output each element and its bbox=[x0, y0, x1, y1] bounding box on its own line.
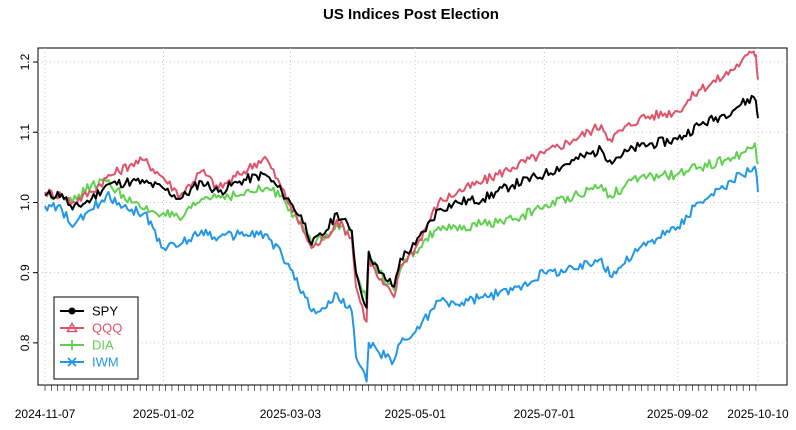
y-tick-label: 1.0 bbox=[18, 194, 32, 211]
legend: SPY QQQ DIA IWM bbox=[53, 296, 139, 380]
series-line-spy bbox=[44, 94, 759, 309]
x-tick-label: 2025-10-10 bbox=[727, 407, 789, 421]
chart-title: US Indices Post Election bbox=[323, 6, 499, 23]
series-line-iwm bbox=[44, 165, 759, 383]
y-tick-label: 0.9 bbox=[18, 264, 32, 281]
legend-label-iwm: IWM bbox=[92, 355, 119, 370]
plot-frame bbox=[37, 47, 788, 386]
legend-marker-spy bbox=[68, 307, 76, 315]
y-tick-label: 1.2 bbox=[18, 53, 32, 70]
legend-label-qqq: QQQ bbox=[92, 321, 122, 336]
legend-marker-dia bbox=[67, 340, 77, 350]
legend-marker-qqq bbox=[66, 321, 78, 333]
y-tick-label: 1.1 bbox=[18, 124, 32, 141]
legend-label-dia: DIA bbox=[92, 338, 114, 353]
series-line-qqq bbox=[44, 50, 759, 323]
series-lines bbox=[44, 50, 759, 383]
axes: 0.8 0.9 1.0 1.1 1.2 2024-11-07 2025-01-02 2025-… bbox=[15, 53, 789, 421]
x-tick-label: 2025-03-03 bbox=[260, 407, 322, 421]
series-line-dia bbox=[44, 142, 759, 302]
y-tick-label: 0.8 bbox=[18, 334, 32, 351]
x-tick-label: 2025-01-02 bbox=[133, 407, 195, 421]
x-tick-label: 2025-09-02 bbox=[647, 407, 709, 421]
legend-marker-iwm bbox=[67, 357, 77, 367]
legend-label-spy: SPY bbox=[92, 304, 118, 319]
x-tick-label: 2025-05-01 bbox=[385, 407, 447, 421]
x-tick-label: 2024-11-07 bbox=[15, 407, 76, 421]
x-tick-label: 2025-07-01 bbox=[514, 407, 576, 421]
grid bbox=[38, 48, 787, 385]
